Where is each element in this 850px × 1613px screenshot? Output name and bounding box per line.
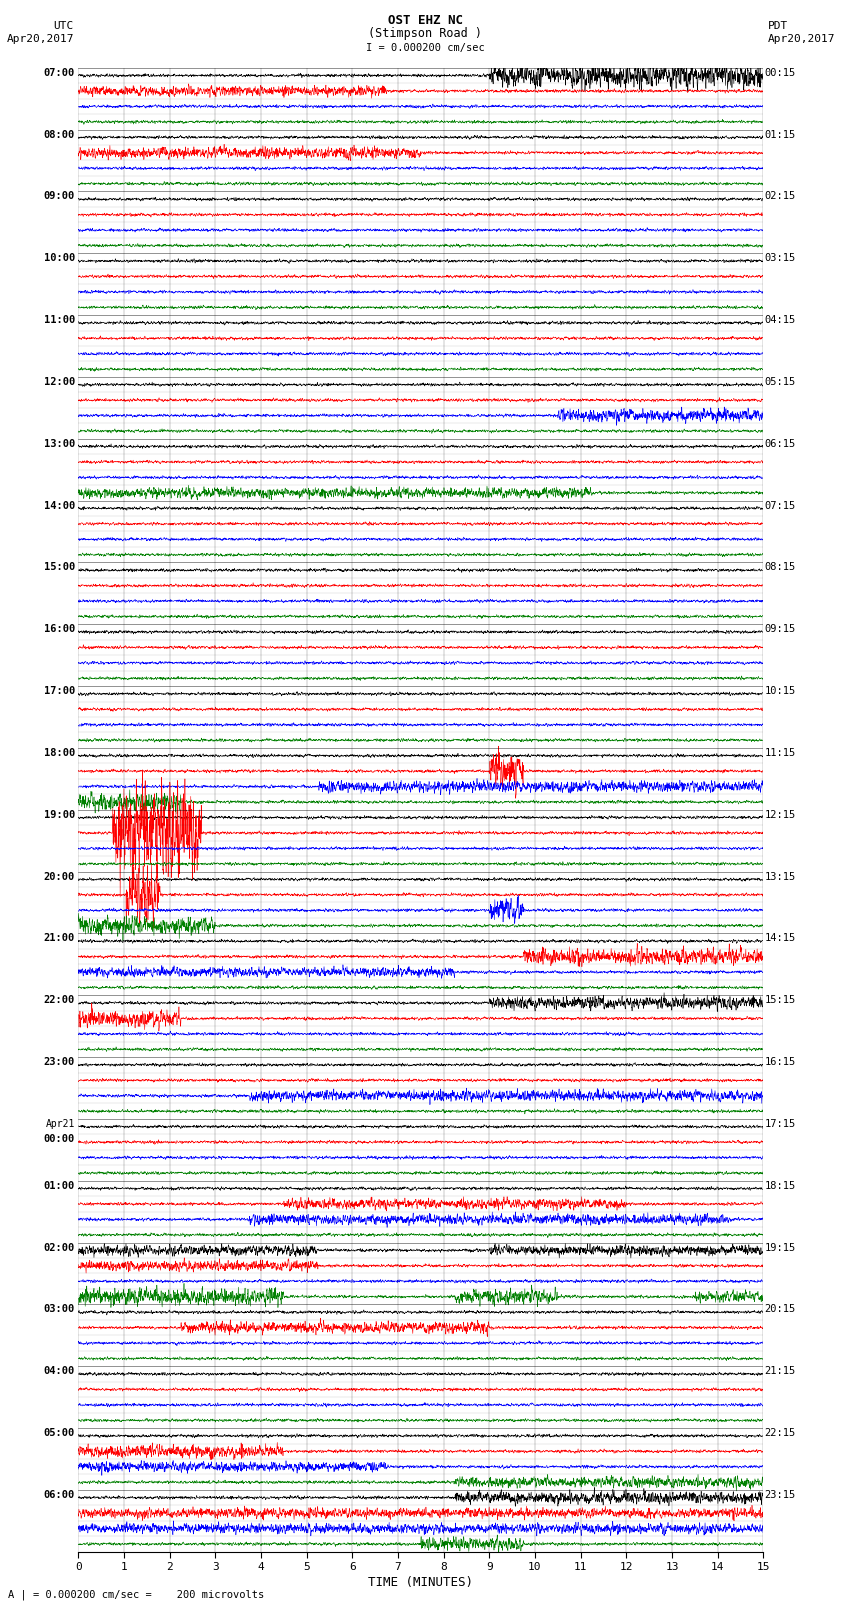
Text: 22:15: 22:15 <box>765 1428 796 1439</box>
Text: 23:00: 23:00 <box>43 1057 75 1068</box>
Text: 06:00: 06:00 <box>43 1490 75 1500</box>
Text: 23:15: 23:15 <box>765 1490 796 1500</box>
Text: PDT: PDT <box>768 21 788 31</box>
Text: 05:00: 05:00 <box>43 1428 75 1439</box>
Text: 11:00: 11:00 <box>43 315 75 326</box>
Text: 22:00: 22:00 <box>43 995 75 1005</box>
Text: 16:15: 16:15 <box>765 1057 796 1068</box>
Text: 19:15: 19:15 <box>765 1242 796 1253</box>
Text: 04:00: 04:00 <box>43 1366 75 1376</box>
Text: 18:00: 18:00 <box>43 748 75 758</box>
Text: 17:15: 17:15 <box>765 1119 796 1129</box>
Text: Apr20,2017: Apr20,2017 <box>7 34 74 44</box>
Text: 18:15: 18:15 <box>765 1181 796 1190</box>
Text: 12:15: 12:15 <box>765 810 796 819</box>
Text: 09:15: 09:15 <box>765 624 796 634</box>
Text: 21:15: 21:15 <box>765 1366 796 1376</box>
Text: 16:00: 16:00 <box>43 624 75 634</box>
Text: 19:00: 19:00 <box>43 810 75 819</box>
Text: 10:15: 10:15 <box>765 686 796 697</box>
Text: 14:15: 14:15 <box>765 934 796 944</box>
Text: 13:00: 13:00 <box>43 439 75 448</box>
Text: OST EHZ NC: OST EHZ NC <box>388 15 462 27</box>
Text: 20:00: 20:00 <box>43 871 75 882</box>
Text: 05:15: 05:15 <box>765 377 796 387</box>
Text: 20:15: 20:15 <box>765 1305 796 1315</box>
Text: 15:00: 15:00 <box>43 563 75 573</box>
Text: (Stimpson Road ): (Stimpson Road ) <box>368 27 482 40</box>
Text: 17:00: 17:00 <box>43 686 75 697</box>
Text: 12:00: 12:00 <box>43 377 75 387</box>
Text: A | = 0.000200 cm/sec =    200 microvolts: A | = 0.000200 cm/sec = 200 microvolts <box>8 1589 264 1600</box>
Text: 09:00: 09:00 <box>43 192 75 202</box>
Text: 08:00: 08:00 <box>43 129 75 140</box>
Text: Apr20,2017: Apr20,2017 <box>768 34 835 44</box>
Text: UTC: UTC <box>54 21 74 31</box>
Text: 01:15: 01:15 <box>765 129 796 140</box>
Text: 07:00: 07:00 <box>43 68 75 77</box>
Text: 07:15: 07:15 <box>765 500 796 511</box>
Text: 11:15: 11:15 <box>765 748 796 758</box>
Text: 01:00: 01:00 <box>43 1181 75 1190</box>
Text: Apr21: Apr21 <box>45 1118 75 1129</box>
Text: I = 0.000200 cm/sec: I = 0.000200 cm/sec <box>366 44 484 53</box>
Text: 00:15: 00:15 <box>765 68 796 77</box>
Text: 21:00: 21:00 <box>43 934 75 944</box>
Text: 15:15: 15:15 <box>765 995 796 1005</box>
X-axis label: TIME (MINUTES): TIME (MINUTES) <box>368 1576 473 1589</box>
Text: 14:00: 14:00 <box>43 500 75 511</box>
Text: 03:15: 03:15 <box>765 253 796 263</box>
Text: 08:15: 08:15 <box>765 563 796 573</box>
Text: 13:15: 13:15 <box>765 871 796 882</box>
Text: 02:00: 02:00 <box>43 1242 75 1253</box>
Text: 03:00: 03:00 <box>43 1305 75 1315</box>
Text: 00:00: 00:00 <box>43 1134 75 1144</box>
Text: 04:15: 04:15 <box>765 315 796 326</box>
Text: 02:15: 02:15 <box>765 192 796 202</box>
Text: 06:15: 06:15 <box>765 439 796 448</box>
Text: 10:00: 10:00 <box>43 253 75 263</box>
